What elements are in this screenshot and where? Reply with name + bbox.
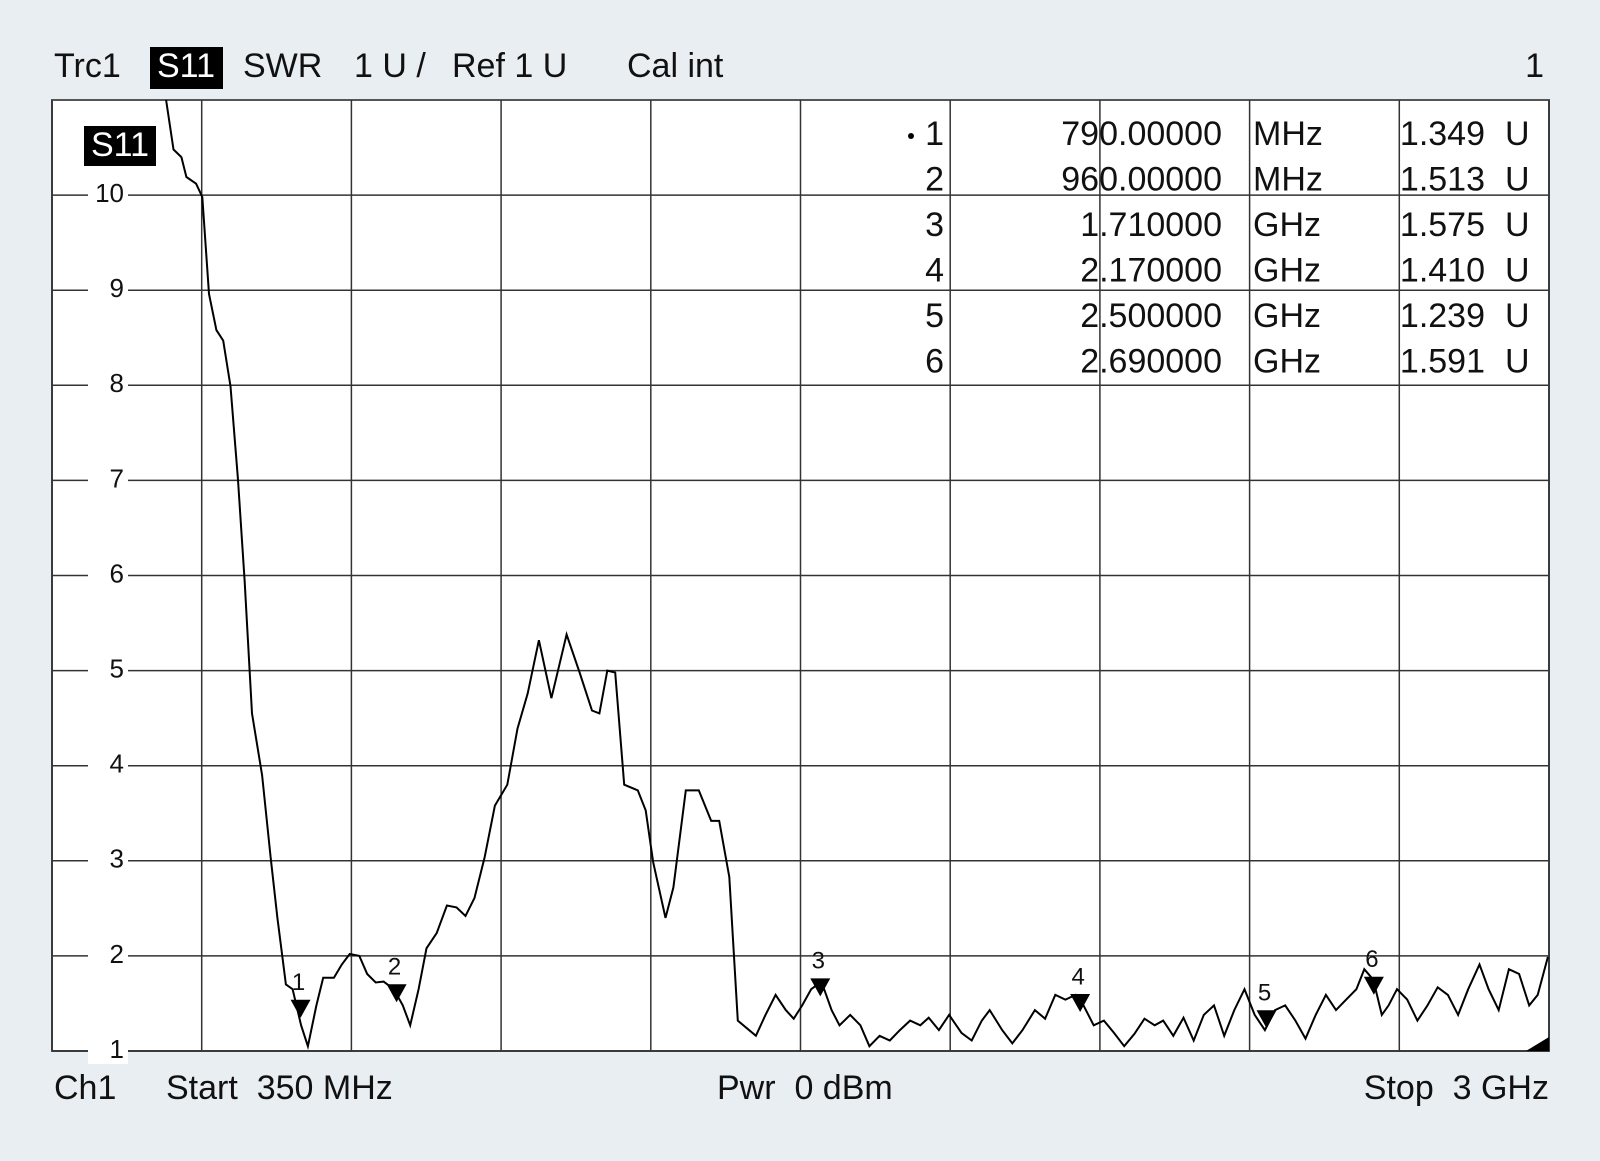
marker-frequency-unit: GHz <box>1253 206 1321 244</box>
y-tick-label: 6 <box>110 558 124 588</box>
y-tick-label: 9 <box>110 273 124 303</box>
marker-frequency: 1.710000 <box>1080 206 1222 244</box>
marker-number: 1 <box>925 115 944 153</box>
parameter-box <box>150 47 223 89</box>
grid: 1 2 3 4 5 6 7 8 9 10 <box>51 100 1550 1064</box>
marker-value: 1.591 <box>1400 342 1485 380</box>
trace-label: S11 <box>91 126 149 164</box>
marker-number: 6 <box>925 342 944 380</box>
format: SWR <box>243 47 322 85</box>
marker-label: 2 <box>388 954 401 981</box>
window-number: 1 <box>1525 47 1544 85</box>
trace-name: Trc1 <box>54 47 121 85</box>
channel: Ch1 <box>54 1069 116 1107</box>
marker-glyph <box>1363 976 1384 995</box>
y-tick-label: 2 <box>110 939 124 969</box>
marker-label: 4 <box>1071 963 1084 990</box>
tick-label-bg <box>88 847 128 874</box>
tick-label-bg <box>88 182 128 209</box>
reference: Ref 1 U <box>452 47 567 85</box>
marker-label: 3 <box>812 948 825 975</box>
stop: Stop 3 GHz <box>1364 1069 1549 1107</box>
marker-number: 4 <box>925 251 944 289</box>
marker-label: 1 <box>292 969 305 996</box>
marker-glyph <box>386 984 407 1003</box>
marker-value-unit: U <box>1505 115 1530 153</box>
marker-value: 1.239 <box>1400 297 1485 335</box>
marker-value-unit: U <box>1505 342 1530 380</box>
marker-frequency-unit: GHz <box>1253 297 1321 335</box>
marker-glyph <box>290 999 311 1018</box>
marker-frequency: 790.00000 <box>1061 115 1222 153</box>
marker-number: 2 <box>925 160 944 198</box>
marker-frequency: 960.00000 <box>1061 160 1222 198</box>
power: Pwr 0 dBm <box>717 1069 893 1107</box>
y-tick-label: 7 <box>110 463 124 493</box>
marker-value-unit: U <box>1505 297 1530 335</box>
marker-glyph <box>810 978 831 997</box>
marker-frequency-unit: MHz <box>1253 115 1323 153</box>
tick-label-bg <box>88 277 128 304</box>
marker-value: 1.513 <box>1400 160 1485 198</box>
marker-value: 1.349 <box>1400 115 1485 153</box>
corner-indicator <box>1526 1037 1549 1051</box>
marker-value-unit: U <box>1505 206 1530 244</box>
trace-label-box <box>84 126 156 166</box>
tick-label-bg <box>88 562 128 589</box>
y-tick-label: 10 <box>95 178 124 208</box>
marker-frequency: 2.500000 <box>1080 297 1222 335</box>
trace-line <box>165 99 1549 1051</box>
start: Start 350 MHz <box>166 1069 393 1107</box>
marker-label: 5 <box>1258 980 1271 1007</box>
marker-frequency-unit: MHz <box>1253 160 1323 198</box>
y-tick-label: 3 <box>110 844 124 874</box>
trace-layer <box>165 99 1549 1051</box>
tick-label-bg <box>88 657 128 684</box>
marker-number: 3 <box>925 206 944 244</box>
y-tick-label: 8 <box>110 368 124 398</box>
marker-glyph <box>1070 994 1091 1013</box>
tick-label-bg <box>88 752 128 779</box>
marker-layer: 1 2 3 4 5 6 <box>290 946 1384 1029</box>
tick-label-bg <box>88 942 128 969</box>
marker-value-unit: U <box>1505 160 1530 198</box>
y-tick-label: 4 <box>110 749 124 779</box>
tick-label-bg <box>88 372 128 399</box>
scale: 1 U / <box>354 47 426 85</box>
y-tick-label: 5 <box>110 653 124 683</box>
marker-frequency: 2.690000 <box>1080 342 1222 380</box>
parameter: S11 <box>157 47 215 85</box>
marker-frequency-unit: GHz <box>1253 342 1321 380</box>
marker-glyph <box>1256 1010 1277 1029</box>
tick-label-bg <box>88 467 128 494</box>
marker-value-unit: U <box>1505 251 1530 289</box>
marker-table: 1 790.00000 MHz 1.349 U 2 960.00000 MHz 1.513 U 3 1… <box>925 115 1529 381</box>
marker-frequency-unit: GHz <box>1253 251 1321 289</box>
marker-value: 1.575 <box>1400 206 1485 244</box>
marker-number: 5 <box>925 297 944 335</box>
marker-label: 6 <box>1365 946 1378 973</box>
active-marker-dot <box>908 133 914 139</box>
y-tick-label: 1 <box>110 1034 124 1064</box>
marker-frequency: 2.170000 <box>1080 251 1222 289</box>
calibration: Cal int <box>627 47 724 85</box>
tick-label-bg <box>88 1038 128 1064</box>
marker-value: 1.410 <box>1400 251 1485 289</box>
